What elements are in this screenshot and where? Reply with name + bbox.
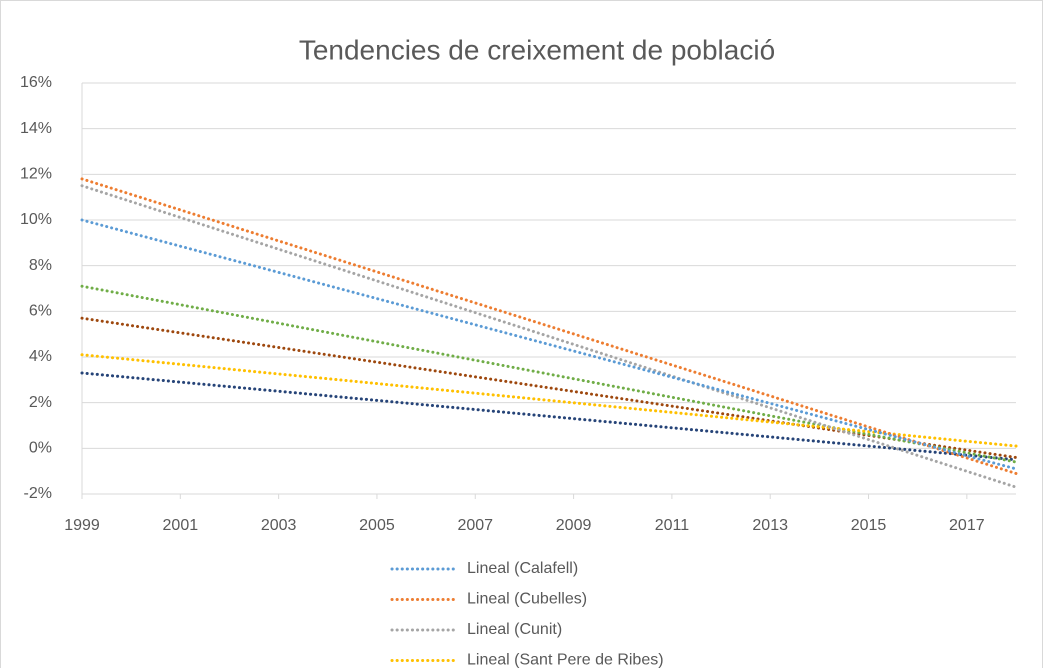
x-tick-label: 2001 xyxy=(163,517,199,534)
y-tick-label: 4% xyxy=(29,348,52,365)
x-tick-label: 2017 xyxy=(949,517,985,534)
y-tick-label: 6% xyxy=(29,303,52,320)
legend-label: Lineal (Sant Pere de Ribes) xyxy=(467,652,664,668)
x-tick-label: 2007 xyxy=(457,517,493,534)
trend-line xyxy=(80,177,1018,475)
chart-title: Tendencies de creixement de població xyxy=(299,34,775,65)
trend-line xyxy=(80,184,1018,489)
y-tick-label: -2% xyxy=(24,485,52,502)
y-tick-label: 12% xyxy=(20,166,52,183)
trend-line xyxy=(80,284,1018,464)
y-tick-label: 0% xyxy=(29,440,52,457)
x-tick-label: 2009 xyxy=(556,517,592,534)
x-tick-label: 2013 xyxy=(752,517,788,534)
x-tick-label: 1999 xyxy=(64,517,100,534)
legend-label: Lineal (Cunit) xyxy=(467,621,562,638)
y-tick-label: 14% xyxy=(20,120,52,137)
x-tick-label: 2011 xyxy=(655,517,690,534)
y-tick-label: 8% xyxy=(29,257,52,274)
trend-line xyxy=(80,353,1018,448)
trend-line xyxy=(80,218,1018,471)
legend-label: Lineal (Cubelles) xyxy=(467,591,587,608)
trend-line xyxy=(80,316,1018,459)
y-tick-label: 2% xyxy=(29,394,52,411)
trend-line xyxy=(80,371,1018,462)
x-tick-label: 2003 xyxy=(261,517,297,534)
legend-label: Lineal (Calafell) xyxy=(467,560,578,577)
x-tick-label: 2005 xyxy=(359,517,395,534)
y-tick-label: 10% xyxy=(20,211,52,228)
x-tick-label: 2015 xyxy=(851,517,887,534)
y-tick-label: 16% xyxy=(20,74,52,91)
